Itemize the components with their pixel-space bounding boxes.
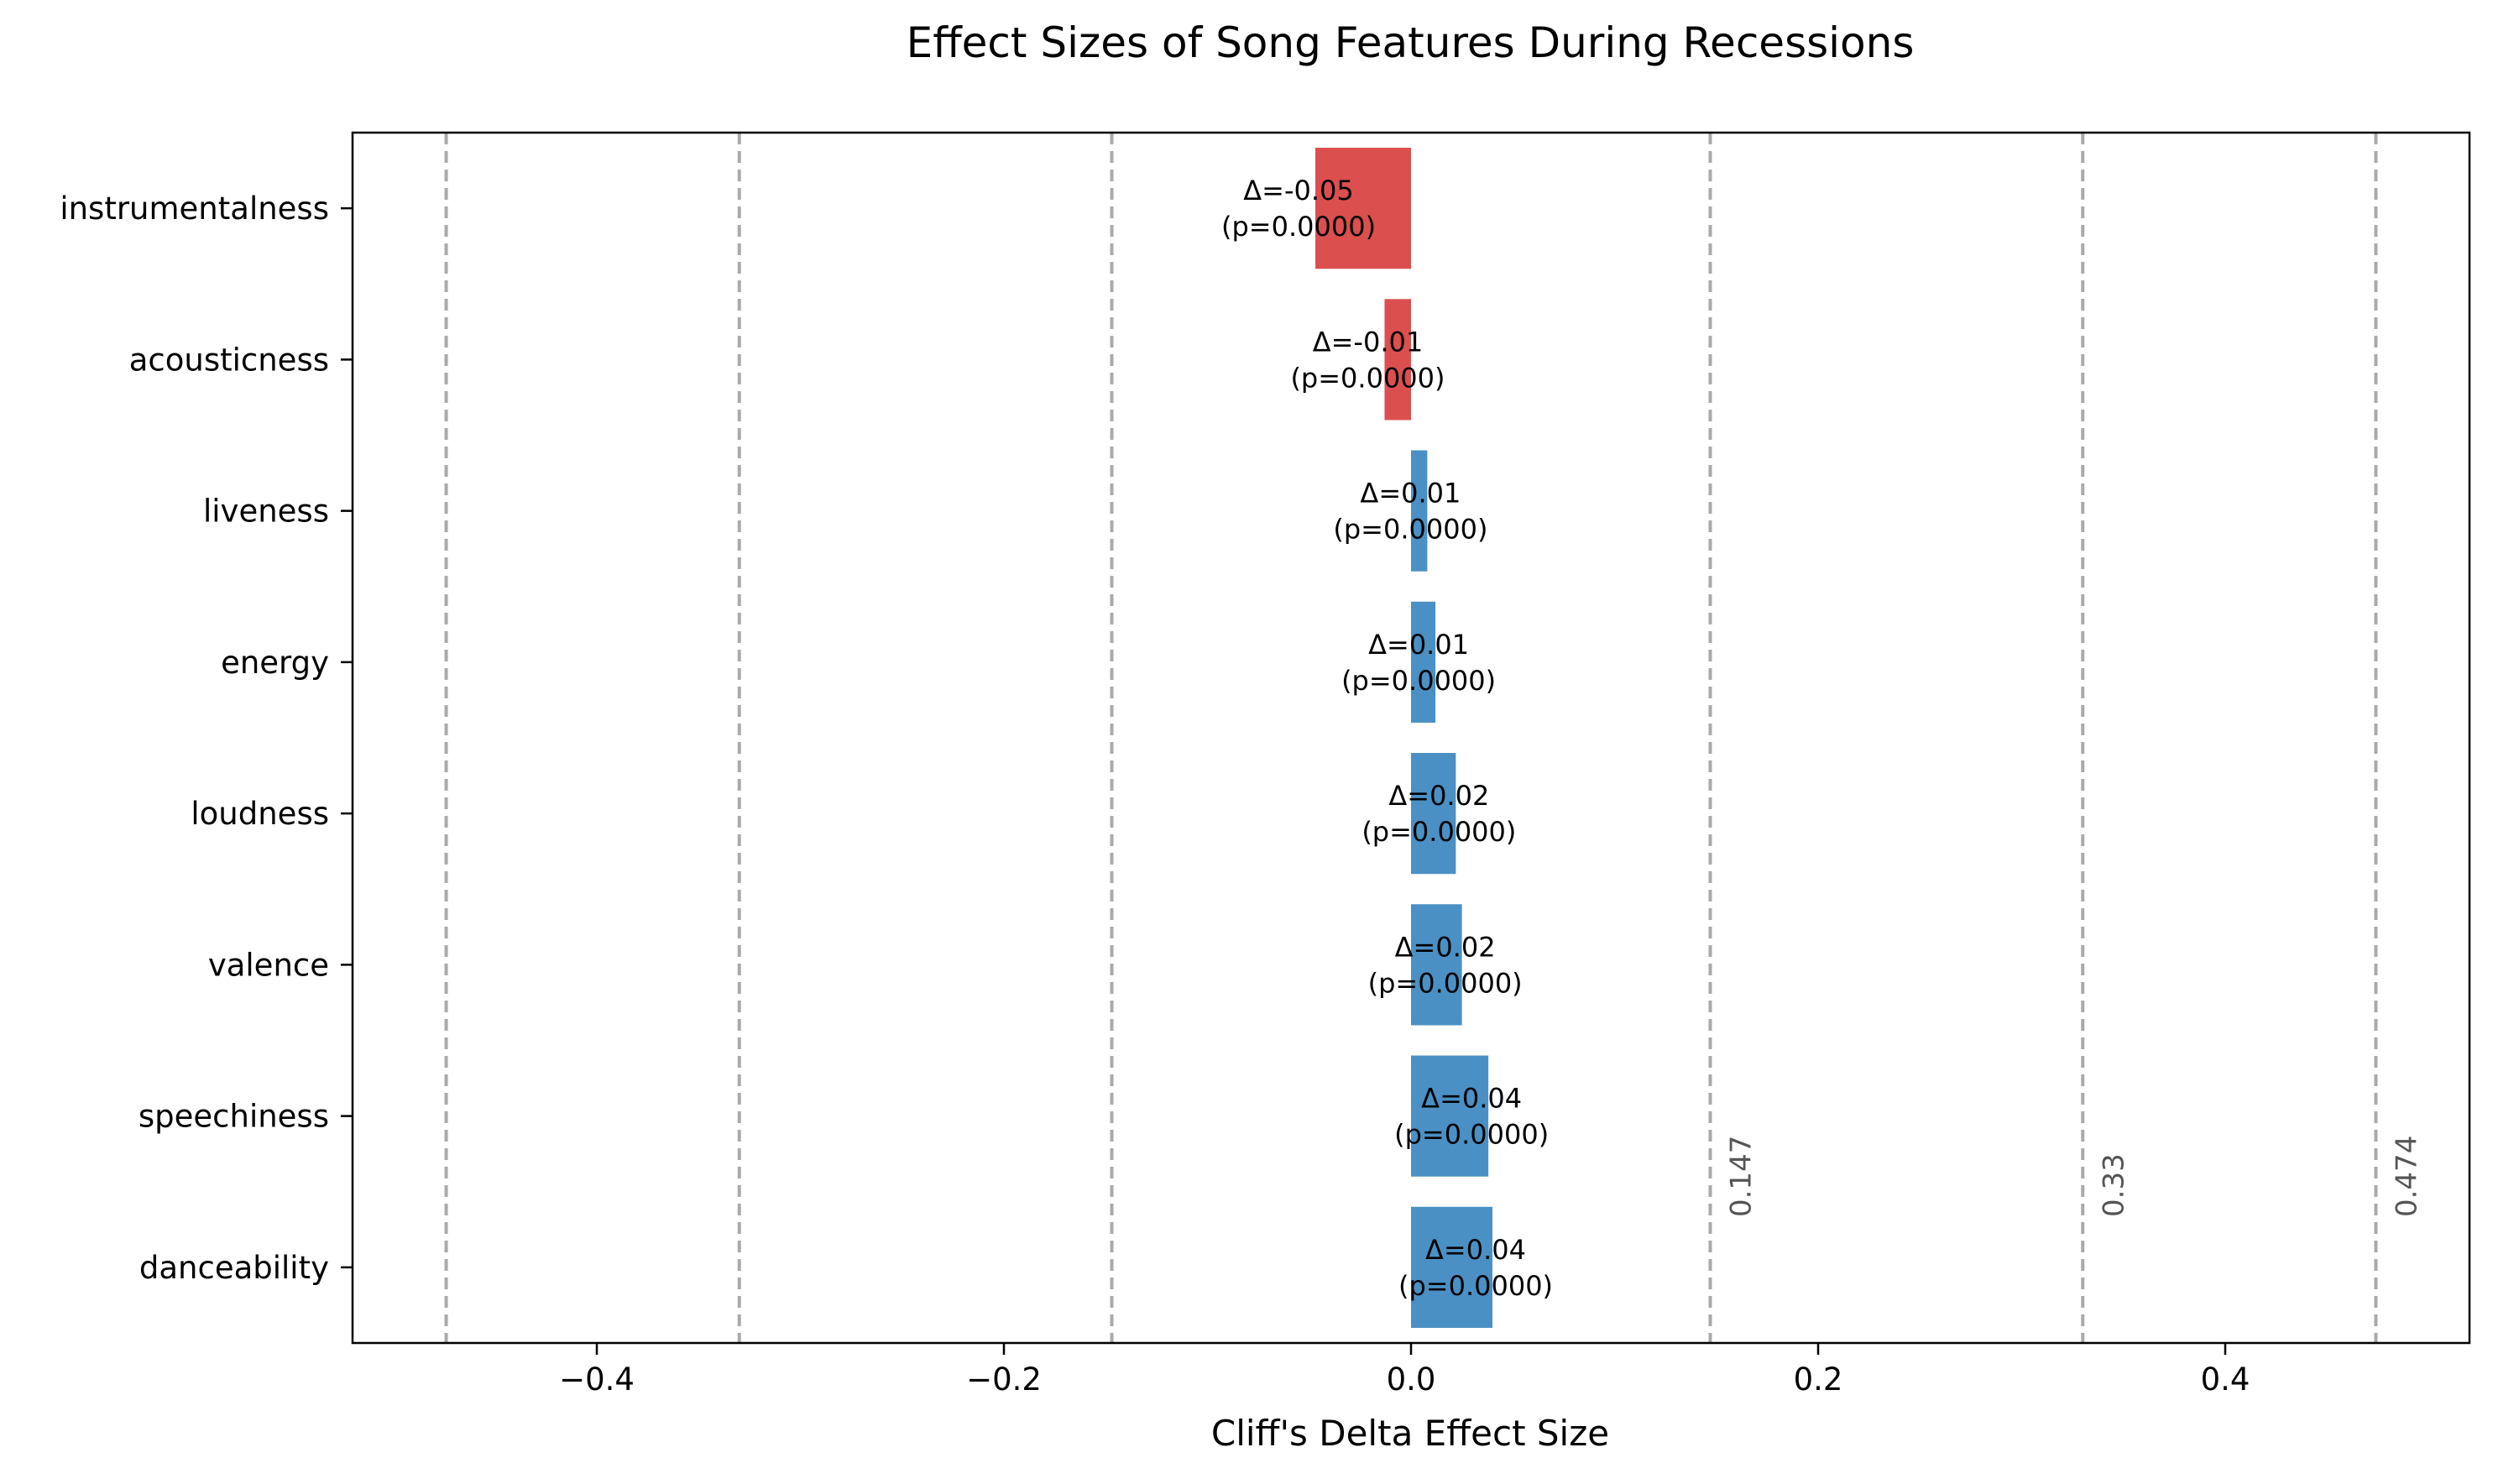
- reference-line-label: 0.474: [2390, 1136, 2423, 1217]
- x-tick-label: 0.0: [1387, 1361, 1436, 1398]
- bar-label-pvalue: (p=0.0000): [1368, 967, 1523, 999]
- bar-label-delta: Δ=0.01: [1368, 629, 1469, 661]
- x-tick-label: −0.2: [966, 1361, 1042, 1398]
- x-axis-label: Cliff's Delta Effect Size: [1211, 1413, 1609, 1454]
- bar-label-delta: Δ=0.04: [1421, 1083, 1522, 1115]
- bar-label-pvalue: (p=0.0000): [1341, 665, 1496, 697]
- bar-speechiness: [1411, 1055, 1489, 1177]
- bar-energy: [1411, 601, 1436, 723]
- bar-labels: Δ=-0.05 (p=0.0000) Δ=-0.01 (p=0.0000) Δ=0.01…: [1221, 175, 1553, 1302]
- x-tick-label: 0.4: [2201, 1361, 2250, 1398]
- reference-lines: 0.147 0.33 0.474: [444, 133, 2423, 1343]
- bar-label-pvalue: (p=0.0000): [1333, 514, 1487, 546]
- y-tick-label: danceability: [139, 1250, 329, 1286]
- y-tick-label: acousticness: [129, 342, 329, 378]
- bar-liveness: [1411, 450, 1428, 572]
- bar-label-delta: Δ=0.01: [1360, 478, 1461, 509]
- x-tick-label: 0.2: [1794, 1361, 1843, 1398]
- y-tick-label: energy: [221, 645, 329, 681]
- bar-loudness: [1411, 753, 1456, 875]
- y-tick-label: instrumentalness: [60, 191, 329, 227]
- x-axis: −0.4 −0.2 0.0 0.2 0.4: [559, 1343, 2250, 1398]
- bar-label-pvalue: (p=0.0000): [1394, 1119, 1549, 1151]
- bar-label-delta: Δ=0.04: [1425, 1234, 1526, 1266]
- bar-label-delta: Δ=-0.01: [1313, 326, 1424, 358]
- y-axis: instrumentalness acousticness liveness ener…: [60, 191, 353, 1286]
- bar-instrumentalness: [1315, 148, 1411, 269]
- reference-line-label: 0.147: [1724, 1136, 1758, 1217]
- chart-title: Effect Sizes of Song Features During Rec…: [907, 18, 1915, 67]
- reference-line-label: 0.33: [2097, 1153, 2130, 1217]
- bar-acousticness: [1384, 299, 1411, 421]
- y-tick-label: loudness: [191, 796, 329, 832]
- bar-label-delta: Δ=0.02: [1388, 780, 1489, 812]
- y-tick-label: speechiness: [138, 1099, 329, 1135]
- bar-label-pvalue: (p=0.0000): [1290, 362, 1445, 394]
- bar-danceability: [1411, 1206, 1492, 1328]
- y-tick-label: valence: [208, 947, 329, 983]
- bars: [1315, 148, 1492, 1328]
- bar-label-pvalue: (p=0.0000): [1221, 211, 1376, 243]
- bar-label-pvalue: (p=0.0000): [1361, 816, 1516, 848]
- bar-valence: [1411, 904, 1462, 1026]
- y-tick-label: liveness: [203, 494, 329, 530]
- bar-label-delta: Δ=0.02: [1395, 931, 1496, 963]
- bar-label-pvalue: (p=0.0000): [1398, 1270, 1553, 1302]
- bar-label-delta: Δ=-0.05: [1243, 175, 1354, 206]
- x-tick-label: −0.4: [559, 1361, 635, 1398]
